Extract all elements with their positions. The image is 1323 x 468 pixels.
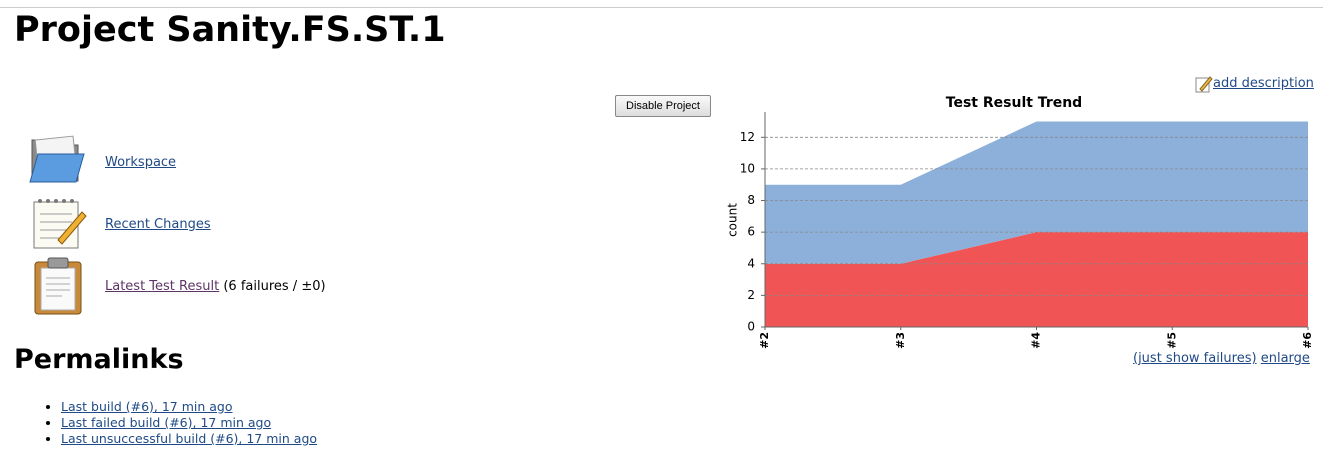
test-result-note: (6 failures / ±0) [223, 279, 326, 294]
y-axis-label: count [726, 203, 740, 237]
permalinks-list: Last build (#6), 17 min ago Last failed … [42, 399, 317, 447]
y-tick-label: 0 [747, 320, 755, 334]
y-tick-label: 12 [740, 130, 755, 144]
area [765, 232, 1308, 327]
edit-icon [1195, 76, 1213, 93]
x-tick-label: #5 [1165, 332, 1178, 349]
recent-changes-link[interactable]: Recent Changes [105, 217, 211, 232]
just-show-failures-link[interactable]: (just show failures) [1133, 351, 1257, 366]
y-tick-label: 6 [747, 225, 755, 239]
divider [0, 7, 1323, 8]
permalink[interactable]: Last unsuccessful build (#6), 17 min ago [61, 431, 318, 446]
workspace-link[interactable]: Workspace [105, 155, 177, 170]
x-tick-label: #2 [758, 332, 771, 349]
folder-icon [29, 135, 85, 183]
x-tick-label: #3 [894, 332, 907, 349]
test-result-row: Latest Test Result (6 failures / ±0) [105, 279, 326, 294]
permalink-item: Last unsuccessful build (#6), 17 min ago [61, 431, 317, 447]
x-tick-label: #4 [1030, 332, 1043, 349]
permalink[interactable]: Last build (#6), 17 min ago [61, 399, 233, 414]
y-tick-label: 8 [747, 193, 755, 207]
clipboard-icon [34, 257, 82, 315]
y-tick-label: 4 [747, 256, 755, 270]
area [765, 121, 1308, 264]
latest-test-result-link[interactable]: Latest Test Result [105, 279, 220, 294]
permalink-item: Last failed build (#6), 17 min ago [61, 415, 317, 431]
permalinks-heading: Permalinks [14, 344, 184, 375]
y-tick-label: 2 [747, 288, 755, 302]
y-tick-label: 10 [740, 161, 755, 175]
x-tick-label: #6 [1301, 332, 1314, 349]
enlarge-link[interactable]: enlarge [1260, 351, 1310, 366]
permalink[interactable]: Last failed build (#6), 17 min ago [61, 415, 272, 430]
trend-chart: Test Result Trend count 0 2 4 6 8 10 12 #2 #3 #4 #… [726, 95, 1315, 349]
chart-links: (just show failures) enlarge [1133, 351, 1310, 366]
page-title: Project Sanity.FS.ST.1 [14, 10, 446, 50]
chart-title: Test Result Trend [946, 95, 1082, 111]
disable-project-button[interactable]: Disable Project [615, 95, 711, 117]
notepad-icon [33, 199, 87, 249]
add-description-link[interactable]: add description [1213, 76, 1314, 91]
permalink-item: Last build (#6), 17 min ago [61, 399, 317, 415]
